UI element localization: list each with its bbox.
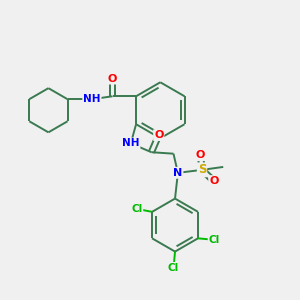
- Text: N: N: [173, 168, 182, 178]
- Text: Cl: Cl: [168, 263, 179, 273]
- Text: Cl: Cl: [131, 204, 142, 214]
- Text: O: O: [154, 130, 164, 140]
- Text: Cl: Cl: [208, 235, 220, 245]
- Text: NH: NH: [83, 94, 101, 104]
- Text: S: S: [198, 164, 206, 176]
- Text: O: O: [108, 74, 117, 84]
- Text: NH: NH: [122, 138, 140, 148]
- Text: O: O: [209, 176, 218, 186]
- Text: O: O: [196, 150, 205, 160]
